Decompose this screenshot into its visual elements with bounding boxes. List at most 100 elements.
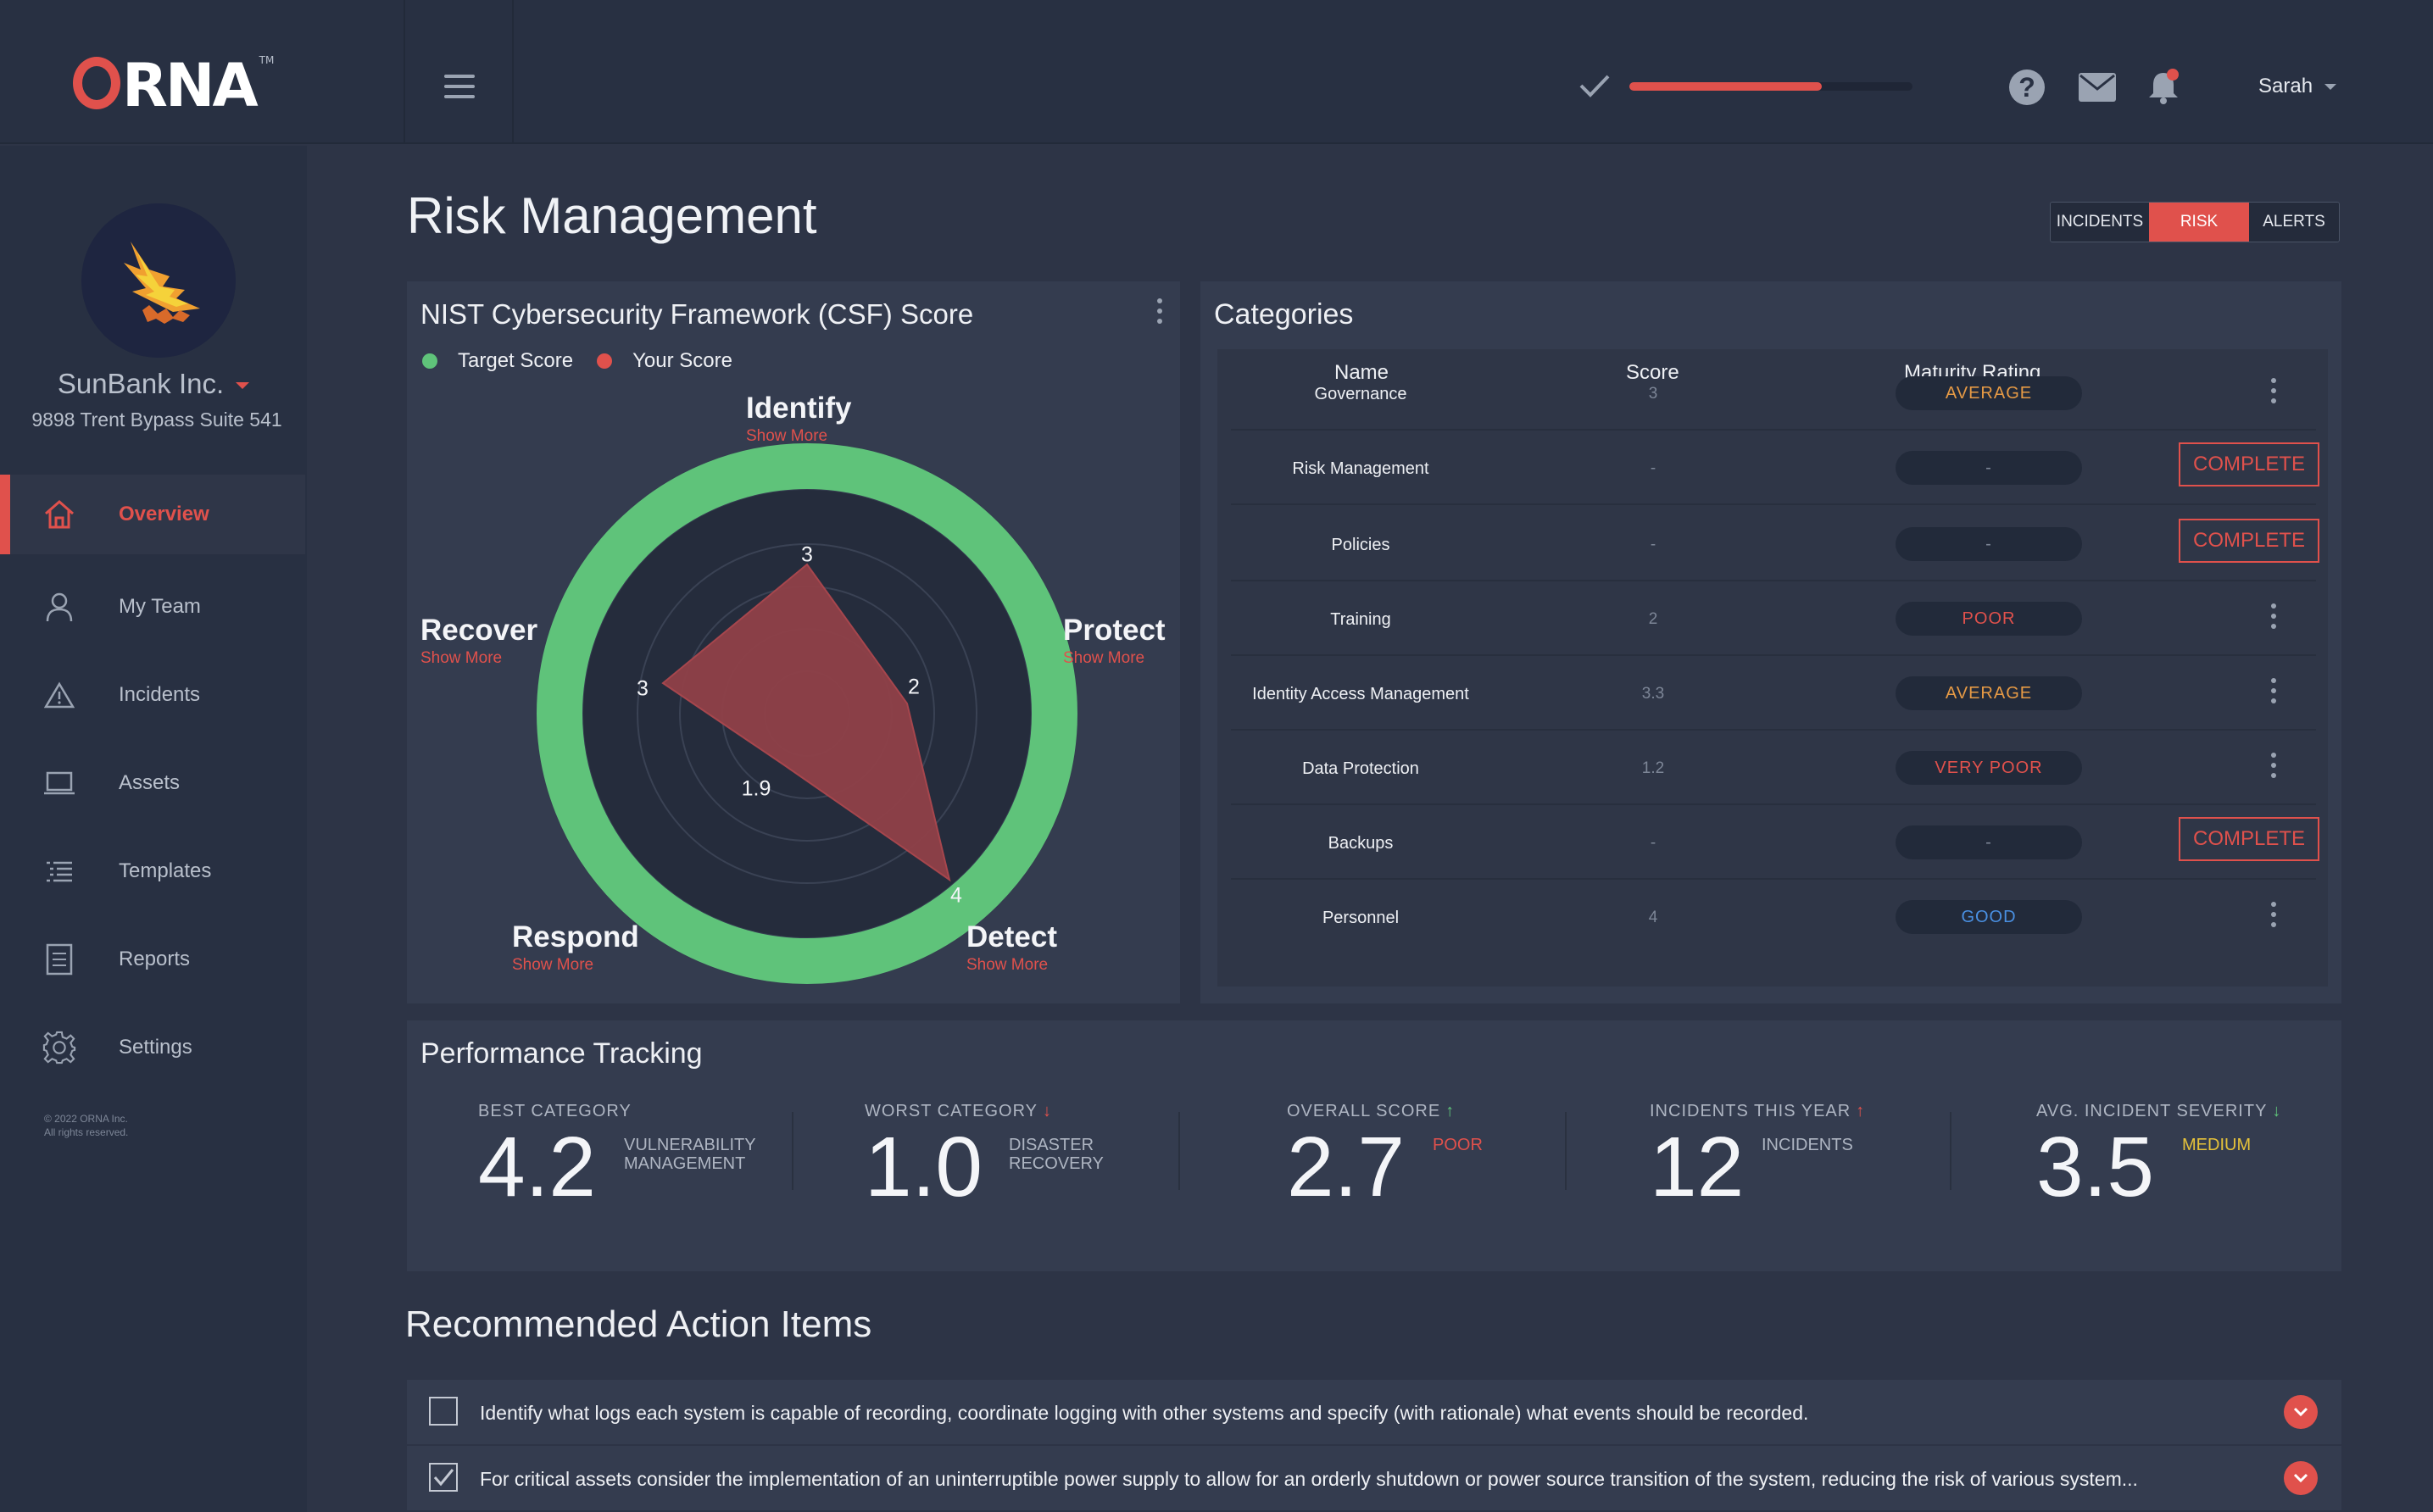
more-options-icon[interactable] <box>2270 902 2277 929</box>
user-menu[interactable]: Sarah <box>2258 75 2337 98</box>
help-icon[interactable]: ? <box>2009 69 2045 105</box>
more-options-icon[interactable] <box>2270 378 2277 405</box>
copyright-line: All rights reserved. <box>44 1126 129 1138</box>
maturity-rating-badge: - <box>1896 451 2082 485</box>
more-options-icon[interactable] <box>1156 298 1163 325</box>
top-bar: RNA TM ? Sarah <box>0 0 2433 144</box>
arrow-up-icon: ↑ <box>1856 1102 1866 1120</box>
metric-overall-score: OVERALL SCORE ↑ 2.7 POOR <box>1287 1102 1483 1215</box>
bell-icon[interactable] <box>2145 68 2182 105</box>
category-score: 4 <box>1648 909 1658 926</box>
company-address: 9898 Trent Bypass Suite 541 <box>31 409 282 431</box>
more-options-icon[interactable] <box>2270 753 2277 780</box>
score-value-label: 4 <box>950 884 962 908</box>
complete-button[interactable]: COMPLETE <box>2179 817 2319 861</box>
maturity-rating-badge: GOOD <box>1896 900 2082 934</box>
sidebar-item-assets[interactable]: Assets <box>0 739 307 827</box>
legend-target-label: Target Score <box>458 349 574 372</box>
axis-label-respond: Respond <box>512 920 639 953</box>
show-more-protect[interactable]: Show More <box>1063 649 1145 667</box>
table-row: Policies - - COMPLETE <box>1231 507 2319 581</box>
tab-incidents[interactable]: INCIDENTS <box>2051 203 2149 242</box>
view-switcher: INCIDENTS RISK ALERTS <box>2050 202 2340 242</box>
sidebar-item-label: My Team <box>119 595 201 618</box>
expand-chevron-icon[interactable] <box>2284 1395 2318 1429</box>
category-score: 2 <box>1648 610 1658 628</box>
tab-alerts[interactable]: ALERTS <box>2249 203 2339 242</box>
category-score: 1.2 <box>1641 759 1665 777</box>
progress-fill <box>1629 82 1823 91</box>
show-more-detect[interactable]: Show More <box>966 956 1049 974</box>
panel-title: Performance Tracking <box>420 1037 703 1070</box>
logo-text: RNA <box>122 51 259 120</box>
user-icon <box>42 590 76 624</box>
action-item-checkbox[interactable] <box>429 1463 458 1492</box>
category-name: Policies <box>1331 536 1390 554</box>
arrow-down-icon: ↓ <box>2272 1102 2282 1120</box>
metric-value: 1.0 <box>865 1120 983 1215</box>
onboarding-progress-bar <box>1629 82 1912 91</box>
tab-risk[interactable]: RISK <box>2149 203 2249 242</box>
divider <box>1950 1112 1951 1190</box>
copyright: © 2022 ORNA Inc. All rights reserved. <box>44 1112 128 1139</box>
company-name: SunBank Inc. <box>57 368 225 399</box>
maturity-rating-badge: VERY POOR <box>1896 751 2082 785</box>
section-title: Recommended Action Items <box>405 1304 872 1345</box>
legend-swatch-target <box>422 353 437 369</box>
complete-button[interactable]: COMPLETE <box>2179 442 2319 486</box>
divider <box>1565 1112 1567 1190</box>
category-name: Backups <box>1328 834 1394 853</box>
sun-logo-icon <box>81 203 236 358</box>
sidebar-item-label: Assets <box>119 771 181 794</box>
hamburger-menu-icon[interactable] <box>444 75 475 98</box>
arrow-up-icon: ↑ <box>1445 1102 1456 1120</box>
category-score: - <box>1650 536 1656 553</box>
show-more-identify[interactable]: Show More <box>746 427 828 445</box>
panel-title: NIST Cybersecurity Framework (CSF) Score <box>420 298 974 330</box>
categories-panel: Categories Name Score Maturity Rating Go… <box>1200 281 2341 1003</box>
metric-label: AVG. INCIDENT SEVERITY ↓ <box>2036 1102 2282 1120</box>
sidebar-item-settings[interactable]: Settings <box>0 1003 307 1092</box>
column-header-name: Name <box>1334 361 1389 384</box>
home-icon <box>42 498 76 531</box>
show-more-respond[interactable]: Show More <box>512 956 594 974</box>
action-item-checkbox[interactable] <box>429 1397 458 1426</box>
sidebar-item-templates[interactable]: Templates <box>0 827 307 915</box>
category-score: 3 <box>1648 385 1658 403</box>
show-more-recover[interactable]: Show More <box>420 649 503 667</box>
nist-radar-chart: 3 2 4 1.9 3 <box>537 443 1077 984</box>
category-score: - <box>1650 834 1656 852</box>
orna-logo[interactable]: RNA TM <box>73 51 274 120</box>
action-item-text: For critical assets consider the impleme… <box>480 1468 2138 1490</box>
maturity-rating-badge: AVERAGE <box>1896 376 2082 410</box>
expand-chevron-icon[interactable] <box>2284 1461 2318 1495</box>
company-switcher[interactable]: SunBank Inc. <box>0 368 307 400</box>
document-icon <box>42 942 76 976</box>
chart-legend: Target Score Your Score <box>422 349 732 373</box>
table-row: Governance 3 AVERAGE <box>1231 356 2316 431</box>
score-value-label: 2 <box>908 675 920 699</box>
table-row: Identity Access Management 3.3 AVERAGE <box>1231 656 2316 731</box>
sidebar-nav: Overview My Team Incidents Assets Templa… <box>0 475 307 1092</box>
table-row: Backups - - COMPLETE <box>1231 805 2319 880</box>
sidebar-item-my-team[interactable]: My Team <box>0 563 307 651</box>
metric-subtitle: VULNERABILITY MANAGEMENT <box>624 1136 756 1173</box>
score-value-label: 3 <box>801 543 813 567</box>
more-options-icon[interactable] <box>2270 603 2277 631</box>
nist-csf-panel: NIST Cybersecurity Framework (CSF) Score… <box>407 281 1180 1003</box>
company-avatar[interactable] <box>81 203 236 358</box>
mail-icon[interactable] <box>2079 73 2116 102</box>
sidebar-item-overview[interactable]: Overview <box>0 475 305 554</box>
sidebar-item-reports[interactable]: Reports <box>0 915 307 1003</box>
laptop-icon <box>42 766 76 800</box>
table-row: Personnel 4 GOOD <box>1231 880 2316 954</box>
more-options-icon[interactable] <box>2270 678 2277 705</box>
legend-swatch-yours <box>597 353 613 369</box>
divider <box>792 1112 793 1190</box>
sidebar-item-incidents[interactable]: Incidents <box>0 651 307 739</box>
metric-subtitle: DISASTER RECOVERY <box>1009 1136 1104 1173</box>
complete-button[interactable]: COMPLETE <box>2179 519 2319 563</box>
category-name: Governance <box>1314 385 1407 403</box>
metric-avg-incident-severity: AVG. INCIDENT SEVERITY ↓ 3.5 MEDIUM <box>2036 1102 2282 1215</box>
axis-label-identify: Identify <box>746 392 852 425</box>
